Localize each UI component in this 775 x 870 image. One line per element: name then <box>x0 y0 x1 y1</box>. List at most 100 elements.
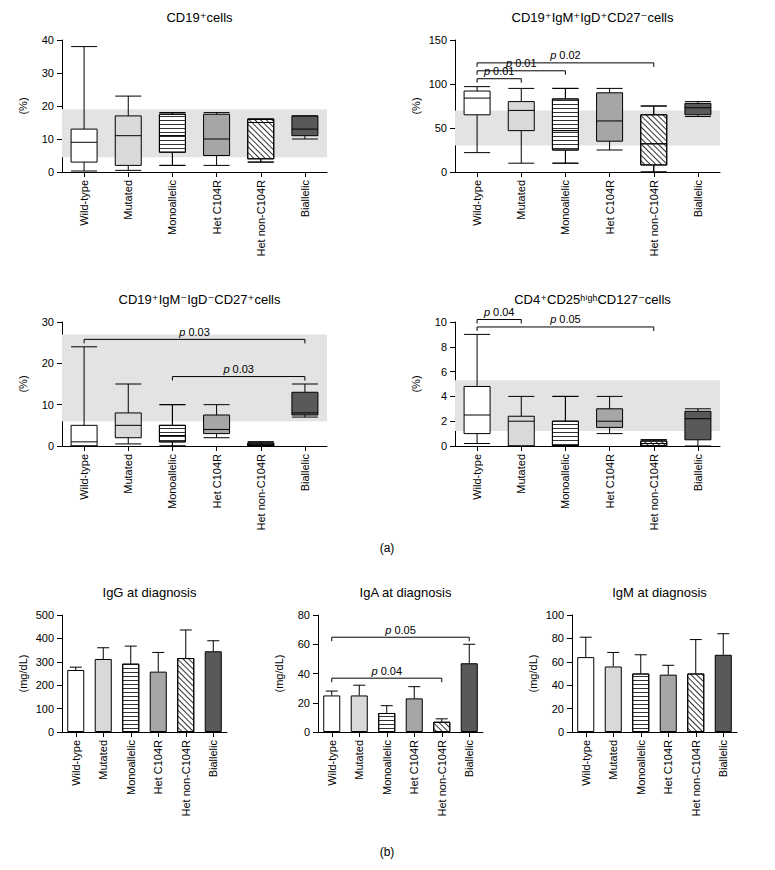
svg-text:p: p <box>549 49 556 61</box>
svg-text:Monoallelic: Monoallelic <box>125 740 137 796</box>
svg-text:Wild-type: Wild-type <box>78 180 90 226</box>
svg-text:20: 20 <box>42 357 54 369</box>
svg-text:Het C104R: Het C104R <box>152 740 164 794</box>
svg-text:Biallelic: Biallelic <box>692 454 704 492</box>
svg-text:Mutated: Mutated <box>122 454 134 494</box>
svg-text:CD19⁺IgM⁻IgD⁻CD27⁺cells: CD19⁺IgM⁻IgD⁻CD27⁺cells <box>119 292 281 307</box>
svg-text:(mg/dL): (mg/dL) <box>527 655 539 693</box>
svg-text:Wild-type: Wild-type <box>70 740 82 786</box>
svg-text:IgM at diagnosis: IgM at diagnosis <box>612 585 707 600</box>
svg-text:p: p <box>549 313 556 325</box>
svg-text:200: 200 <box>36 679 54 691</box>
svg-text:10: 10 <box>42 133 54 145</box>
svg-text:2: 2 <box>441 415 447 427</box>
svg-text:0.03: 0.03 <box>185 326 209 338</box>
svg-text:CD19⁺cells: CD19⁺cells <box>166 10 233 25</box>
svg-text:Het non-C104R: Het non-C104R <box>648 180 660 256</box>
svg-text:Het C104R: Het C104R <box>604 454 616 508</box>
svg-text:0: 0 <box>48 166 54 178</box>
svg-text:0: 0 <box>48 440 54 452</box>
svg-text:Wild-type: Wild-type <box>326 740 338 786</box>
svg-text:0.05: 0.05 <box>556 313 580 325</box>
svg-text:(%): (%) <box>17 375 29 392</box>
svg-text:Het non-C104R: Het non-C104R <box>255 180 267 256</box>
svg-text:p: p <box>483 306 490 318</box>
svg-text:40: 40 <box>552 679 564 691</box>
svg-text:Mutated: Mutated <box>607 740 619 780</box>
svg-text:CD4⁺CD25ʰⁱᵍʰCD127⁻cells: CD4⁺CD25ʰⁱᵍʰCD127⁻cells <box>514 292 671 307</box>
svg-text:60: 60 <box>298 638 310 650</box>
svg-text:Monoallelic: Monoallelic <box>166 454 178 510</box>
svg-text:Biallelic: Biallelic <box>207 740 219 778</box>
svg-text:0: 0 <box>441 440 447 452</box>
svg-text:Monoallelic: Monoallelic <box>635 740 647 796</box>
svg-text:Het non-C104R: Het non-C104R <box>180 740 192 816</box>
svg-text:0.04: 0.04 <box>490 306 514 318</box>
svg-text:400: 400 <box>36 632 54 644</box>
svg-text:Het C104R: Het C104R <box>211 454 223 508</box>
svg-text:Monoallelic: Monoallelic <box>559 180 571 236</box>
svg-text:Het non-C104R: Het non-C104R <box>648 454 660 530</box>
svg-text:Mutated: Mutated <box>515 180 527 220</box>
svg-text:0.02: 0.02 <box>556 49 580 61</box>
svg-text:Het C104R: Het C104R <box>211 180 223 234</box>
svg-text:Biallelic: Biallelic <box>299 454 311 492</box>
svg-text:Het non-C104R: Het non-C104R <box>690 740 702 816</box>
svg-text:50: 50 <box>435 122 447 134</box>
svg-text:Het C104R: Het C104R <box>604 180 616 234</box>
svg-text:0.05: 0.05 <box>391 624 415 636</box>
svg-text:150: 150 <box>429 34 447 46</box>
svg-text:100: 100 <box>429 78 447 90</box>
svg-text:Het non-C104R: Het non-C104R <box>436 740 448 816</box>
svg-text:Monoallelic: Monoallelic <box>381 740 393 796</box>
svg-text:0.03: 0.03 <box>229 363 253 375</box>
svg-text:500: 500 <box>36 609 54 621</box>
svg-text:Het C104R: Het C104R <box>408 740 420 794</box>
svg-text:Wild-type: Wild-type <box>580 740 592 786</box>
svg-text:40: 40 <box>42 34 54 46</box>
svg-text:60: 60 <box>552 656 564 668</box>
svg-text:IgA at diagnosis: IgA at diagnosis <box>360 585 452 600</box>
svg-text:(mg/dL): (mg/dL) <box>273 655 285 693</box>
svg-text:40: 40 <box>298 668 310 680</box>
svg-text:10: 10 <box>435 316 447 328</box>
svg-text:8: 8 <box>441 341 447 353</box>
svg-text:(%): (%) <box>410 375 422 392</box>
svg-text:Wild-type: Wild-type <box>78 454 90 500</box>
svg-text:(mg/dL): (mg/dL) <box>17 655 29 693</box>
svg-text:Mutated: Mutated <box>122 180 134 220</box>
svg-text:Biallelic: Biallelic <box>299 180 311 218</box>
svg-text:(b): (b) <box>380 845 395 859</box>
svg-text:10: 10 <box>42 399 54 411</box>
svg-text:30: 30 <box>42 316 54 328</box>
svg-text:CD19⁺IgM⁺IgD⁺CD27⁻cells: CD19⁺IgM⁺IgD⁺CD27⁻cells <box>512 10 674 25</box>
svg-text:Biallelic: Biallelic <box>692 180 704 218</box>
svg-text:p: p <box>178 326 185 338</box>
svg-text:0: 0 <box>441 166 447 178</box>
svg-text:p: p <box>384 624 391 636</box>
svg-text:p: p <box>370 665 377 677</box>
svg-text:Biallelic: Biallelic <box>463 740 475 778</box>
svg-text:0: 0 <box>558 726 564 738</box>
svg-text:0: 0 <box>48 726 54 738</box>
svg-text:Het non-C104R: Het non-C104R <box>255 454 267 530</box>
svg-text:Biallelic: Biallelic <box>717 740 729 778</box>
svg-text:6: 6 <box>441 366 447 378</box>
svg-text:(%): (%) <box>410 97 422 114</box>
svg-text:Mutated: Mutated <box>353 740 365 780</box>
svg-text:30: 30 <box>42 67 54 79</box>
svg-text:Wild-type: Wild-type <box>471 454 483 500</box>
svg-text:(%): (%) <box>17 97 29 114</box>
svg-text:Het C104R: Het C104R <box>662 740 674 794</box>
svg-text:IgG at diagnosis: IgG at diagnosis <box>103 585 197 600</box>
svg-text:0: 0 <box>304 726 310 738</box>
svg-text:Mutated: Mutated <box>97 740 109 780</box>
svg-text:Wild-type: Wild-type <box>471 180 483 226</box>
svg-text:100: 100 <box>546 609 564 621</box>
svg-text:20: 20 <box>42 100 54 112</box>
svg-text:4: 4 <box>441 390 447 402</box>
svg-text:Monoallelic: Monoallelic <box>166 180 178 236</box>
svg-text:Monoallelic: Monoallelic <box>559 454 571 510</box>
svg-text:20: 20 <box>298 697 310 709</box>
svg-text:300: 300 <box>36 656 54 668</box>
